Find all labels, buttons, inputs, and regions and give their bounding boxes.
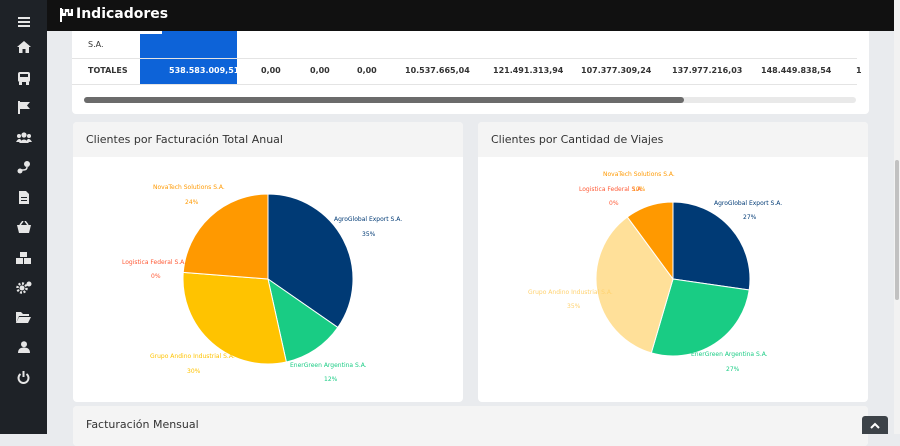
pie-value: 35%: [567, 303, 581, 310]
row-label: S.A.: [88, 40, 104, 49]
total-cell: 121.491.313,94: [493, 66, 564, 75]
total-cell: 10.537.665,04: [405, 66, 470, 75]
top-bar: Indicadores: [47, 0, 894, 31]
total-cell: 0,00: [357, 66, 377, 75]
pie-value: 24%: [185, 199, 199, 206]
pie-slice[interactable]: [595, 216, 674, 354]
pie-value: 0%: [609, 200, 619, 207]
trips-chart-title: Clientes por Cantidad de Viajes: [491, 133, 664, 146]
flag-icon: [60, 7, 73, 26]
pie-label: AgroGlobal Export S.A.: [714, 200, 783, 207]
billing-table: S.A. TOTALES 538.583.009,51 0,00 0,00 0,…: [72, 31, 869, 114]
totals-label: TOTALES: [88, 66, 128, 75]
pie-value: 27%: [743, 214, 757, 221]
billing-chart-title: Clientes por Facturación Total Anual: [86, 133, 283, 146]
table-horizontal-scrollbar[interactable]: [84, 97, 856, 103]
flag-icon[interactable]: [0, 97, 47, 117]
scroll-to-top-button[interactable]: [862, 416, 888, 434]
chevron-up-icon: [870, 422, 880, 429]
total-cell: 107.377.309,24: [581, 66, 652, 75]
route-icon[interactable]: [0, 157, 47, 177]
trips-pie-chart: [595, 201, 751, 357]
pie-slice[interactable]: [267, 193, 354, 329]
pie-label: EnerGreen Argentina S.A.: [290, 362, 367, 369]
total-cell: 538.583.009,51: [169, 66, 240, 75]
power-icon[interactable]: [0, 367, 47, 387]
pie-value: 0%: [151, 273, 161, 280]
table-scrollbar-thumb[interactable]: [84, 97, 684, 103]
pie-slice[interactable]: [650, 278, 750, 357]
total-cell: 137.977.216,03: [672, 66, 743, 75]
total-cell: 0,00: [261, 66, 281, 75]
folder-icon[interactable]: [0, 307, 47, 327]
page-title: Indicadores: [76, 6, 169, 22]
basket-icon[interactable]: [0, 217, 47, 237]
monthly-chart-card: Facturación Mensual: [73, 406, 868, 446]
boxes-icon[interactable]: [0, 248, 47, 268]
billing-pie-chart: [182, 193, 354, 365]
pie-slice[interactable]: [182, 271, 287, 365]
pie-label: NovaTech Solutions S.A.: [603, 171, 675, 178]
pie-value: 10%: [632, 186, 646, 193]
pie-slice[interactable]: [626, 201, 674, 281]
pie-label: Logistica Federal S.A.: [122, 259, 187, 266]
user-icon[interactable]: [0, 337, 47, 357]
pie-slice[interactable]: [672, 201, 751, 291]
pie-value: 27%: [726, 366, 740, 373]
pie-label: NovaTech Solutions S.A.: [153, 184, 225, 191]
pie-label: Logistica Federal S.A.: [579, 186, 644, 193]
billing-chart-card: Clientes por Facturación Total Anual Agr…: [73, 122, 463, 402]
menu-icon[interactable]: [0, 12, 47, 32]
users-icon[interactable]: [0, 127, 47, 147]
pie-slice[interactable]: [182, 193, 269, 280]
page-scrollbar[interactable]: [894, 0, 900, 434]
pie-slice[interactable]: [267, 277, 339, 363]
pie-value: 12%: [324, 376, 338, 383]
trips-chart-card: Clientes por Cantidad de Viajes AgroGlob…: [478, 122, 868, 402]
pie-label: AgroGlobal Export S.A.: [334, 216, 403, 223]
bus-icon[interactable]: [0, 68, 47, 88]
pie-value: 30%: [187, 368, 201, 375]
home-icon[interactable]: [0, 37, 47, 57]
invoice-icon[interactable]: [0, 187, 47, 207]
page-scrollbar-thumb[interactable]: [895, 160, 899, 300]
pie-value: 35%: [362, 231, 376, 238]
sidebar: [0, 0, 47, 434]
monthly-chart-title: Facturación Mensual: [86, 418, 199, 431]
pie-label: Grupo Andino Industrial S.A.: [150, 353, 235, 360]
total-cell: 0,00: [310, 66, 330, 75]
total-cell: 148.449.838,54: [761, 66, 832, 75]
pie-label: EnerGreen Argentina S.A.: [691, 351, 768, 358]
cogs-icon[interactable]: [0, 277, 47, 297]
total-cell: 1: [856, 66, 862, 75]
pie-label: Grupo Andino Industrial S.A.: [528, 289, 613, 296]
